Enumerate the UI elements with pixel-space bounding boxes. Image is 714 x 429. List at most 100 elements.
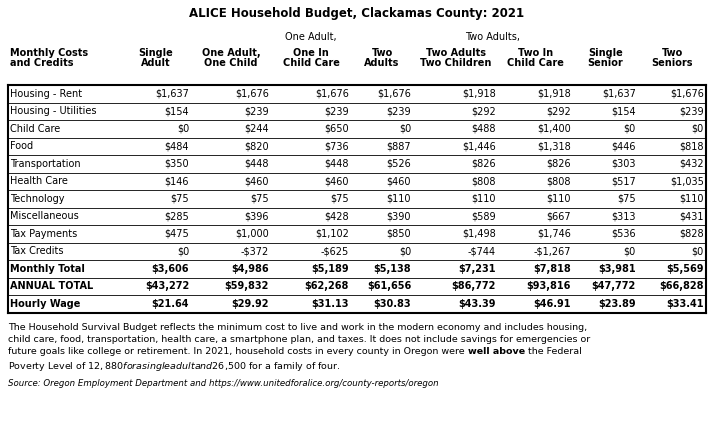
Text: Seniors: Seniors <box>651 58 693 68</box>
Text: $5,138: $5,138 <box>373 264 411 274</box>
Text: $239: $239 <box>680 106 704 116</box>
Text: $3,606: $3,606 <box>151 264 189 274</box>
Text: $313: $313 <box>611 211 636 221</box>
Text: One Adult,: One Adult, <box>285 32 337 42</box>
Text: Source: Oregon Employment Department and https://www.unitedforalice.org/county-r: Source: Oregon Employment Department and… <box>8 378 438 387</box>
Text: Technology: Technology <box>10 194 64 204</box>
Text: Adults: Adults <box>364 58 400 68</box>
Text: One Adult,: One Adult, <box>201 48 261 58</box>
Text: $46.91: $46.91 <box>533 299 571 309</box>
Text: $526: $526 <box>386 159 411 169</box>
Text: child care, food, transportation, health care, a smartphone plan, and taxes. It : child care, food, transportation, health… <box>8 335 590 344</box>
Text: $4,986: $4,986 <box>231 264 269 274</box>
Text: $110: $110 <box>386 194 411 204</box>
Text: Food: Food <box>10 141 33 151</box>
Text: $303: $303 <box>611 159 636 169</box>
Text: $93,816: $93,816 <box>527 281 571 291</box>
Text: $0: $0 <box>692 124 704 134</box>
Text: $818: $818 <box>680 141 704 151</box>
Text: future goals like college or retirement. In 2021, household costs in every count: future goals like college or retirement.… <box>8 347 468 356</box>
Text: Tax Credits: Tax Credits <box>10 246 64 256</box>
Text: $33.41: $33.41 <box>666 299 704 309</box>
Text: -$744: -$744 <box>468 246 496 256</box>
Text: $110: $110 <box>680 194 704 204</box>
Text: One In: One In <box>293 48 329 58</box>
Text: Two Adults,: Two Adults, <box>466 32 521 42</box>
Text: -$625: -$625 <box>321 246 349 256</box>
Text: $0: $0 <box>624 124 636 134</box>
Text: Two In: Two In <box>518 48 553 58</box>
Text: $75: $75 <box>251 194 269 204</box>
Text: $0: $0 <box>177 124 189 134</box>
Text: Single: Single <box>588 48 623 58</box>
Text: $517: $517 <box>611 176 636 186</box>
Text: $1,676: $1,676 <box>235 89 269 99</box>
Text: Hourly Wage: Hourly Wage <box>10 299 81 309</box>
Text: $23.89: $23.89 <box>598 299 636 309</box>
Text: $808: $808 <box>546 176 571 186</box>
Text: $0: $0 <box>624 246 636 256</box>
Text: $828: $828 <box>680 229 704 239</box>
Text: $432: $432 <box>680 159 704 169</box>
Text: $110: $110 <box>546 194 571 204</box>
Text: Senior: Senior <box>588 58 623 68</box>
Text: $1,000: $1,000 <box>235 229 269 239</box>
Text: $460: $460 <box>386 176 411 186</box>
Text: $1,637: $1,637 <box>155 89 189 99</box>
Text: $30.83: $30.83 <box>373 299 411 309</box>
Text: $826: $826 <box>546 159 571 169</box>
Text: the Federal: the Federal <box>525 347 581 356</box>
Text: Two Children: Two Children <box>420 58 491 68</box>
Text: $239: $239 <box>244 106 269 116</box>
Text: well above: well above <box>468 347 525 356</box>
Text: $1,498: $1,498 <box>462 229 496 239</box>
Text: Child Care: Child Care <box>283 58 339 68</box>
Text: $7,231: $7,231 <box>458 264 496 274</box>
Text: $488: $488 <box>471 124 496 134</box>
Text: $75: $75 <box>171 194 189 204</box>
Text: $826: $826 <box>471 159 496 169</box>
Text: $43,272: $43,272 <box>145 281 189 291</box>
Text: Child Care: Child Care <box>507 58 564 68</box>
Text: $239: $239 <box>386 106 411 116</box>
Text: $650: $650 <box>324 124 349 134</box>
Text: $1,637: $1,637 <box>602 89 636 99</box>
Text: $292: $292 <box>471 106 496 116</box>
Text: future goals like college or retirement. In 2021, household costs in every count: future goals like college or retirement.… <box>8 347 468 356</box>
Text: $448: $448 <box>324 159 349 169</box>
Text: $154: $154 <box>164 106 189 116</box>
Text: $239: $239 <box>324 106 349 116</box>
Text: Adult: Adult <box>141 58 171 68</box>
Text: and Credits: and Credits <box>10 58 74 68</box>
Text: $29.92: $29.92 <box>231 299 269 309</box>
Text: $1,918: $1,918 <box>537 89 571 99</box>
Text: $428: $428 <box>324 211 349 221</box>
Text: Miscellaneous: Miscellaneous <box>10 211 79 221</box>
Text: $3,981: $3,981 <box>598 264 636 274</box>
Text: $350: $350 <box>164 159 189 169</box>
Text: $75: $75 <box>331 194 349 204</box>
Text: Two: Two <box>371 48 393 58</box>
Text: $43.39: $43.39 <box>458 299 496 309</box>
Text: $808: $808 <box>471 176 496 186</box>
Text: Single: Single <box>138 48 173 58</box>
Text: The Household Survival Budget reflects the minimum cost to live and work in the : The Household Survival Budget reflects t… <box>8 323 587 332</box>
Text: Tax Payments: Tax Payments <box>10 229 77 239</box>
Text: $736: $736 <box>324 141 349 151</box>
Text: $484: $484 <box>164 141 189 151</box>
Text: $61,656: $61,656 <box>367 281 411 291</box>
Text: $1,676: $1,676 <box>377 89 411 99</box>
Text: $396: $396 <box>244 211 269 221</box>
Text: $47,772: $47,772 <box>592 281 636 291</box>
Text: $66,828: $66,828 <box>660 281 704 291</box>
Text: $5,189: $5,189 <box>311 264 349 274</box>
Text: Two: Two <box>661 48 683 58</box>
Text: $820: $820 <box>244 141 269 151</box>
Text: $1,400: $1,400 <box>537 124 571 134</box>
Text: ANNUAL TOTAL: ANNUAL TOTAL <box>10 281 94 291</box>
Text: One Child: One Child <box>204 58 258 68</box>
Text: $0: $0 <box>177 246 189 256</box>
Text: Poverty Level of $12,880 for a single adult and $26,500 for a family of four.: Poverty Level of $12,880 for a single ad… <box>8 360 341 373</box>
Text: $460: $460 <box>324 176 349 186</box>
Text: $292: $292 <box>546 106 571 116</box>
